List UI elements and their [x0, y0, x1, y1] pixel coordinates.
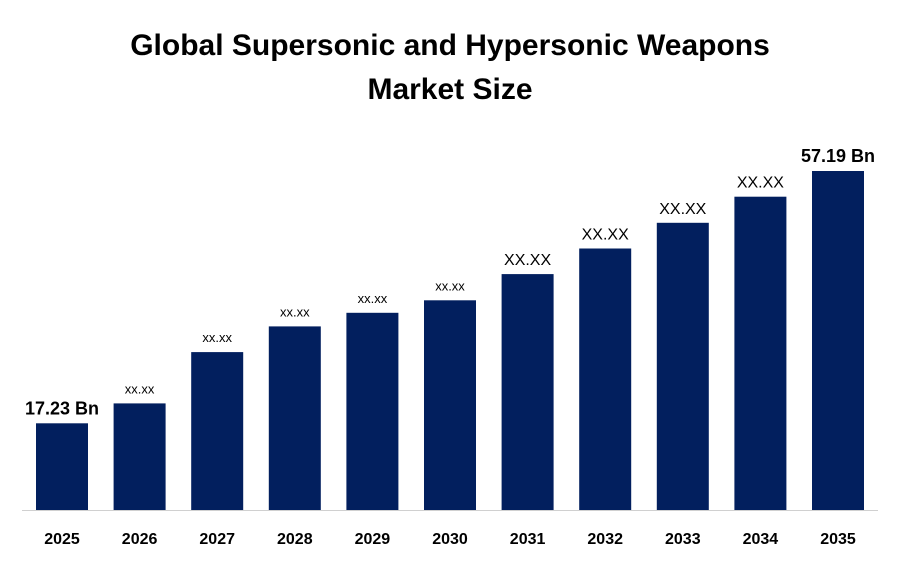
x-tick-label-2025: 2025 [44, 531, 80, 548]
chart-title-line-2: Market Size [367, 73, 533, 106]
data-label-2028: xx.xx [280, 304, 310, 319]
data-label-2029: xx.xx [358, 291, 388, 306]
x-tick-label-2035: 2035 [820, 531, 856, 548]
data-label-2033: XX.XX [659, 201, 706, 218]
x-tick-label-2029: 2029 [355, 531, 391, 548]
bar-2025 [36, 423, 88, 510]
x-tick-label-2031: 2031 [510, 531, 546, 548]
chart-title: Global Supersonic and Hypersonic Weapons… [0, 24, 900, 112]
bar-2027 [191, 352, 244, 510]
x-tick-label-2027: 2027 [199, 531, 235, 548]
bar-2030 [424, 300, 476, 510]
data-label-2032: XX.XX [582, 227, 629, 244]
data-label-2034: XX.XX [737, 175, 784, 192]
data-label-2030: xx.xx [435, 278, 465, 293]
bar-2031 [501, 274, 554, 510]
bar-2034 [734, 196, 787, 510]
bar-2029 [346, 312, 399, 510]
data-label-2026: xx.xx [125, 381, 155, 396]
x-tick-label-2034: 2034 [743, 531, 779, 548]
bar-2026 [113, 403, 166, 510]
bar-2035 [812, 171, 864, 510]
bar-2033 [656, 222, 709, 511]
data-label-2035: 57.19 Bn [801, 146, 875, 166]
x-tick-label-2026: 2026 [122, 531, 158, 548]
x-tick-label-2032: 2032 [587, 531, 623, 548]
data-label-2031: XX.XX [504, 252, 551, 269]
bar-2032 [579, 248, 632, 510]
x-tick-label-2033: 2033 [665, 531, 701, 548]
chart-title-line-1: Global Supersonic and Hypersonic Weapons [130, 29, 770, 62]
x-tick-label-2030: 2030 [432, 531, 468, 548]
data-label-2027: xx.xx [202, 330, 232, 345]
data-label-2025: 17.23 Bn [25, 398, 99, 418]
bar-2028 [268, 326, 321, 510]
x-tick-label-2028: 2028 [277, 531, 313, 548]
